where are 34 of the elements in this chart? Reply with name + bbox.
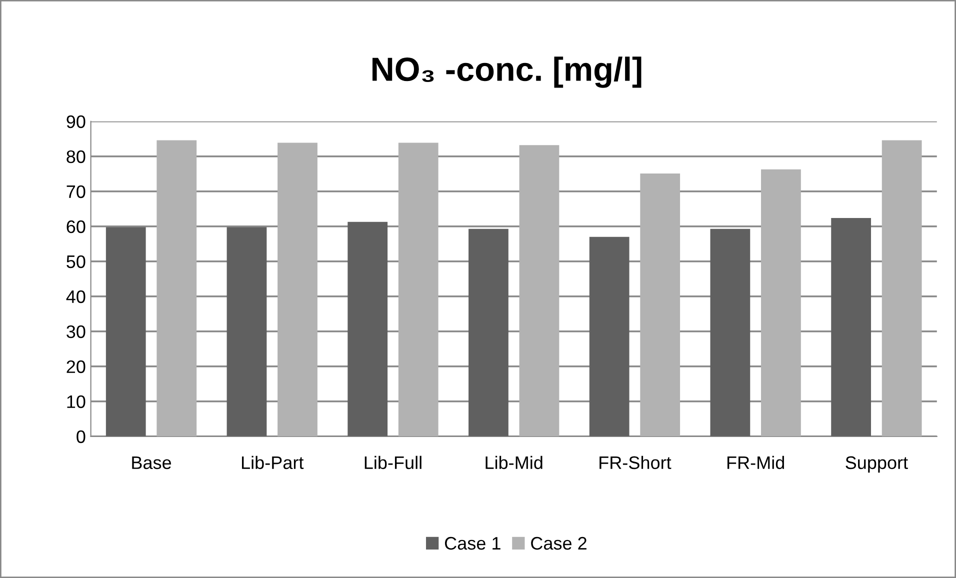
x-tick-label: Lib-Mid: [486, 456, 542, 470]
bar: [106, 227, 146, 436]
bar: [348, 222, 388, 436]
x-tick-label: Lib-Part: [242, 456, 304, 470]
bar: [226, 227, 267, 436]
legend-label: Case 2: [531, 536, 586, 550]
y-tick-label: 80: [66, 150, 86, 164]
bar: [589, 236, 630, 436]
bar: [710, 228, 750, 436]
bar: [831, 218, 872, 436]
y-tick-label: 60: [66, 220, 86, 234]
bar: [761, 169, 801, 436]
x-tick-label: Support: [846, 456, 908, 473]
y-tick-label: 30: [66, 325, 86, 338]
chart-title: NO₃ -conc. [mg/l]: [372, 56, 642, 88]
bar: [519, 145, 560, 436]
x-tick-label: Lib-Full: [364, 456, 422, 470]
y-tick-label: 0: [76, 430, 86, 444]
x-tick-label: FR-Mid: [727, 456, 784, 470]
bar: [156, 140, 197, 436]
y-tick-label: 70: [66, 185, 86, 198]
y-tick-label: 90: [66, 115, 86, 128]
legend-label: Case 1: [444, 536, 500, 550]
bar: [882, 140, 922, 436]
x-tick-label: FR-Short: [600, 456, 672, 470]
y-tick-label: 20: [66, 360, 86, 374]
y-tick-label: 10: [67, 395, 86, 408]
bar: [398, 142, 438, 436]
bar: [278, 142, 318, 436]
y-tick-label: 40: [66, 290, 86, 304]
bar: [640, 174, 680, 436]
x-tick-label: Base: [132, 456, 172, 470]
y-tick-label: 50: [66, 255, 86, 268]
bar: [468, 228, 508, 436]
